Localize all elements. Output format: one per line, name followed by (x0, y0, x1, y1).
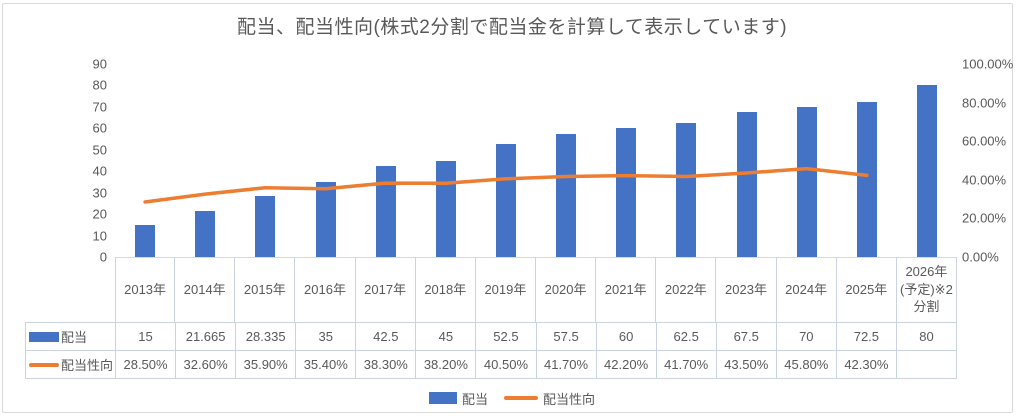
dividend-bar (375, 165, 396, 257)
table-value-cell: 45 (416, 323, 477, 351)
legend-line-swatch (504, 396, 538, 400)
table-value-cell: 41.70% (656, 351, 717, 379)
table-value-cell: 62.5 (656, 323, 717, 351)
table-value-cell (896, 351, 957, 379)
plot-area (115, 64, 957, 258)
table-value-cell: 38.20% (416, 351, 477, 379)
left-axis-tick-label: 50 (92, 142, 107, 158)
payout-ratio-line (143, 166, 869, 204)
table-row-label: 配当性向 (26, 351, 116, 379)
table-value-cell: 57.5 (536, 323, 597, 351)
legend-item-label: 配当 (461, 391, 488, 407)
table-value-cell: 67.5 (716, 323, 777, 351)
dividend-bar (255, 196, 276, 257)
table-value-cell: 45.80% (776, 351, 837, 379)
table-value-cell: 60 (596, 323, 657, 351)
chart-legend: 配当 配当性向 (0, 386, 1024, 410)
category-cell: 2018年 (416, 257, 476, 322)
table-value-cell: 42.5 (356, 323, 417, 351)
category-cell: 2020年 (536, 257, 597, 322)
dividend-bar (495, 144, 516, 257)
table-value-cell: 52.5 (476, 323, 537, 351)
dividend-bar (556, 133, 577, 257)
category-cell: 2014年 (175, 257, 236, 322)
table-value-cell: 28.50% (116, 351, 177, 379)
table-value-cell: 35.40% (296, 351, 357, 379)
data-table: 配当 15 21.665 28.335 35 42.5 45 52.5 57.5 60 62.5 67… (25, 322, 957, 379)
left-axis-tick-label: 40 (92, 163, 107, 179)
category-cell: 2019年 (476, 257, 536, 322)
dividend-bar (195, 210, 216, 257)
right-axis-tick-label: 0.00% (962, 249, 999, 265)
right-axis-tick-label: 60.00% (962, 133, 1007, 149)
category-cell: 2022年 (656, 257, 717, 322)
dividend-bar (315, 181, 336, 257)
category-cell: 2026年(予定)※2分割 (897, 257, 957, 322)
table-value-cell: 28.335 (236, 323, 297, 351)
table-row-label: 配当 (26, 323, 116, 351)
table-value-cell: 42.30% (836, 351, 897, 379)
dividend-bar (736, 112, 757, 257)
category-cell: 2021年 (596, 257, 657, 322)
legend-bar-swatch (428, 392, 457, 404)
table-value-cell: 42.20% (596, 351, 657, 379)
left-axis-tick-label: 80 (92, 77, 107, 93)
bar-series-swatch (29, 331, 59, 342)
dividend-bar (676, 122, 697, 257)
right-axis-tick-label: 40.00% (962, 172, 1007, 188)
table-value-cell: 70 (776, 323, 837, 351)
chart-title: 配当、配当性向(株式2分割で配当金を計算して表示しています) (236, 17, 788, 38)
category-axis-row: 2013年 2014年 2015年 2016年 2017年 2018年 2019年 2020年… (115, 257, 957, 322)
left-axis-tick-label: 20 (92, 206, 107, 222)
right-axis-tick-label: 100.00% (962, 56, 1014, 72)
table-value-cell: 21.665 (176, 323, 237, 351)
left-axis-tick-label: 70 (92, 99, 107, 115)
dividend-bar (616, 128, 637, 257)
table-value-cell: 35.90% (236, 351, 297, 379)
right-axis-tick-label: 20.00% (962, 210, 1007, 226)
dividend-bar (916, 85, 937, 257)
left-axis-tick-label: 60 (92, 120, 107, 136)
category-cell: 2025年 (837, 257, 897, 322)
table-value-cell: 38.30% (356, 351, 417, 379)
table-row-label-text: 配当性向 (61, 358, 114, 373)
table-value-cell: 41.70% (536, 351, 597, 379)
category-cell: 2017年 (356, 257, 416, 322)
table-value-cell: 32.60% (176, 351, 237, 379)
legend-item-label: 配当性向 (543, 391, 596, 407)
left-axis-tick-label: 0 (99, 249, 107, 265)
legend-item: 配当 (428, 389, 488, 408)
left-axis-tick-label: 30 (92, 185, 107, 201)
dividend-bar (796, 106, 817, 257)
left-axis-tick-label: 10 (92, 228, 107, 244)
table-value-cell: 43.50% (716, 351, 777, 379)
dividend-bar (135, 224, 156, 257)
line-series-swatch (29, 362, 59, 367)
table-value-cell: 72.5 (836, 323, 897, 351)
table-value-cell: 15 (116, 323, 177, 351)
table-row-label-text: 配当 (61, 330, 88, 345)
dividend-bar (856, 101, 877, 257)
left-axis-tick-label: 90 (92, 56, 107, 72)
legend-item: 配当性向 (504, 389, 595, 408)
category-cell: 2013年 (115, 257, 176, 322)
table-value-cell: 80 (896, 323, 957, 351)
right-axis-tick-label: 80.00% (962, 95, 1007, 111)
category-cell: 2023年 (716, 257, 777, 322)
table-value-cell: 35 (296, 323, 357, 351)
category-cell: 2015年 (235, 257, 296, 322)
category-cell: 2016年 (295, 257, 356, 322)
category-cell: 2024年 (777, 257, 837, 322)
table-value-cell: 40.50% (476, 351, 537, 379)
